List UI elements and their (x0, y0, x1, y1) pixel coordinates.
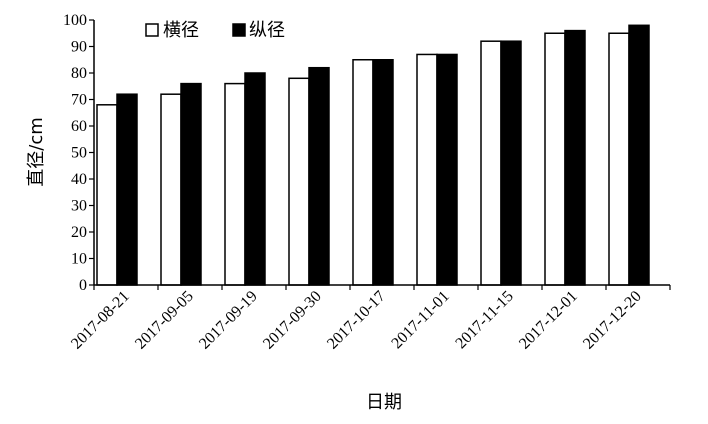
bar-vertical-2017-10-17 (372, 59, 394, 286)
y-ticks-group: 0 10 20 30 40 50 60 70 80 90 100 (63, 12, 94, 294)
bar-horizontal-2017-08-21 (96, 104, 118, 286)
x-tick-label: 2017-12-01 (516, 288, 581, 353)
legend-swatch-horizontal (145, 23, 159, 37)
x-tick-label: 2017-09-30 (260, 288, 325, 353)
x-tick-label: 2017-08-21 (68, 288, 133, 353)
bar-horizontal-2017-11-15 (480, 40, 502, 286)
bar-vertical-2017-09-05 (180, 82, 202, 286)
y-tick-label: 30 (71, 198, 87, 215)
y-tick-label: 50 (71, 145, 87, 162)
y-axis-title: 直径/cm (26, 117, 47, 187)
y-tick-label: 100 (63, 12, 87, 29)
bar-horizontal-2017-11-01 (416, 53, 438, 286)
x-ticks-group: 2017-08-21 2017-09-05 2017-09-19 2017-09-30… (68, 285, 671, 353)
legend-swatch-vertical (232, 23, 246, 37)
y-tick-label: 0 (79, 277, 87, 294)
bar-vertical-2017-11-15 (500, 40, 522, 286)
x-axis-title: 日期 (366, 392, 402, 413)
y-tick-label: 90 (71, 39, 87, 56)
bar-horizontal-2017-09-30 (288, 77, 310, 286)
x-tick-label: 2017-10-17 (324, 288, 389, 353)
bar-horizontal-2017-09-19 (224, 82, 246, 286)
legend-item-vertical: 纵径 (232, 20, 285, 41)
bar-vertical-2017-12-20 (628, 24, 650, 286)
bar-horizontal-2017-12-01 (544, 32, 566, 286)
bar-horizontal-2017-12-20 (608, 32, 630, 286)
x-tick-label: 2017-12-20 (580, 288, 645, 353)
y-tick-label: 80 (71, 65, 87, 82)
bar-horizontal-2017-09-05 (160, 93, 182, 286)
y-tick-label: 10 (71, 251, 87, 268)
x-tick-label: 2017-11-01 (388, 288, 452, 352)
legend-label-vertical: 纵径 (249, 20, 285, 41)
y-tick-label: 20 (71, 224, 87, 241)
bars-group (96, 24, 650, 286)
bar-vertical-2017-09-19 (244, 72, 266, 286)
x-tick-label: 2017-09-05 (132, 288, 197, 353)
bar-vertical-2017-12-01 (564, 29, 586, 286)
x-tick-label: 2017-09-19 (196, 288, 261, 353)
bar-vertical-2017-09-30 (308, 66, 330, 286)
bar-vertical-2017-11-01 (436, 53, 458, 286)
bar-horizontal-2017-10-17 (352, 59, 374, 286)
legend: 横径 纵径 (145, 20, 285, 41)
x-tick-label: 2017-11-15 (452, 288, 516, 352)
bar-vertical-2017-08-21 (116, 93, 138, 286)
y-tick-label: 60 (71, 118, 87, 135)
legend-label-horizontal: 横径 (163, 20, 199, 41)
legend-item-horizontal: 横径 (145, 20, 199, 41)
y-tick-label: 40 (71, 171, 87, 188)
y-tick-label: 70 (71, 92, 87, 109)
